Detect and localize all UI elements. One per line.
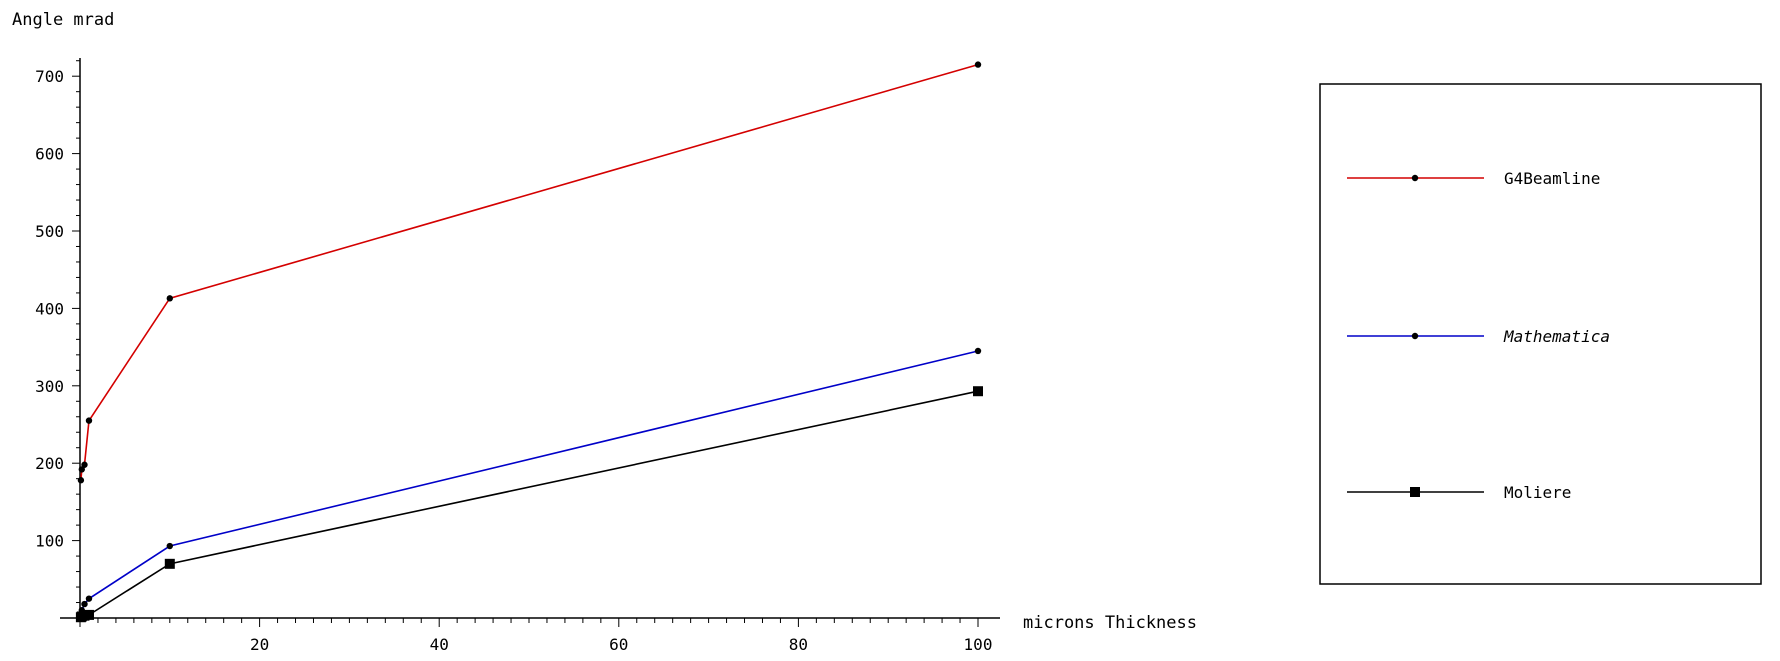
data-point-g4beamline <box>166 295 173 302</box>
y-tick-label: 400 <box>35 299 64 318</box>
x-tick-label: 20 <box>250 635 269 654</box>
data-point-g4beamline <box>81 461 88 468</box>
legend-item-g4beamline: G4Beamline <box>1347 169 1600 188</box>
series-line-moliere <box>80 390 979 618</box>
series-line-mathematica <box>80 350 979 615</box>
y-tick-label: 500 <box>35 222 64 241</box>
data-point-moliere <box>164 558 175 569</box>
legend-label: G4Beamline <box>1504 169 1600 188</box>
axes <box>60 58 1000 619</box>
legend-box <box>1319 83 1762 585</box>
x-tick-label: 60 <box>609 635 628 654</box>
series-moliere <box>75 386 983 623</box>
x-tick-label: 40 <box>430 635 449 654</box>
data-point-g4beamline <box>85 417 93 424</box>
data-point-g4beamline <box>77 477 85 484</box>
x-axis-label: microns Thickness <box>1023 613 1197 633</box>
y-tick-label: 700 <box>35 67 64 86</box>
legend: G4Beamline Mathematica Moliere <box>1319 83 1762 585</box>
data-point-mathematica <box>81 600 88 608</box>
data-point-moliere <box>973 386 983 397</box>
series-mathematica <box>77 347 982 618</box>
plot-area <box>75 61 983 623</box>
data-point-mathematica <box>166 542 173 550</box>
data-point-g4beamline <box>974 61 982 68</box>
data-point-moliere <box>83 609 94 620</box>
legend-marker <box>1411 174 1419 182</box>
data-point-mathematica <box>85 595 93 602</box>
legend-item-moliere: Moliere <box>1347 483 1571 502</box>
ticks: 20 40 60 80 100 100 200 300 400 500 600 700 <box>35 60 993 654</box>
legend-marker <box>1410 487 1420 497</box>
x-tick-label: 100 <box>964 635 993 654</box>
y-axis-label: Angle mrad <box>12 10 114 30</box>
legend-label: Moliere <box>1504 483 1571 502</box>
legend-marker <box>1411 332 1419 340</box>
series-line-g4beamline <box>80 63 979 481</box>
series-g4beamline <box>77 61 982 484</box>
y-tick-label: 600 <box>35 145 64 164</box>
data-point-mathematica <box>974 347 982 355</box>
data-point-g4beamline <box>78 466 85 473</box>
legend-label: Mathematica <box>1503 327 1610 346</box>
legend-item-mathematica: Mathematica <box>1347 327 1610 346</box>
x-tick-label: 80 <box>789 635 808 654</box>
y-tick-label: 100 <box>35 532 64 551</box>
y-tick-label: 300 <box>35 377 64 396</box>
y-tick-label: 200 <box>35 454 64 473</box>
